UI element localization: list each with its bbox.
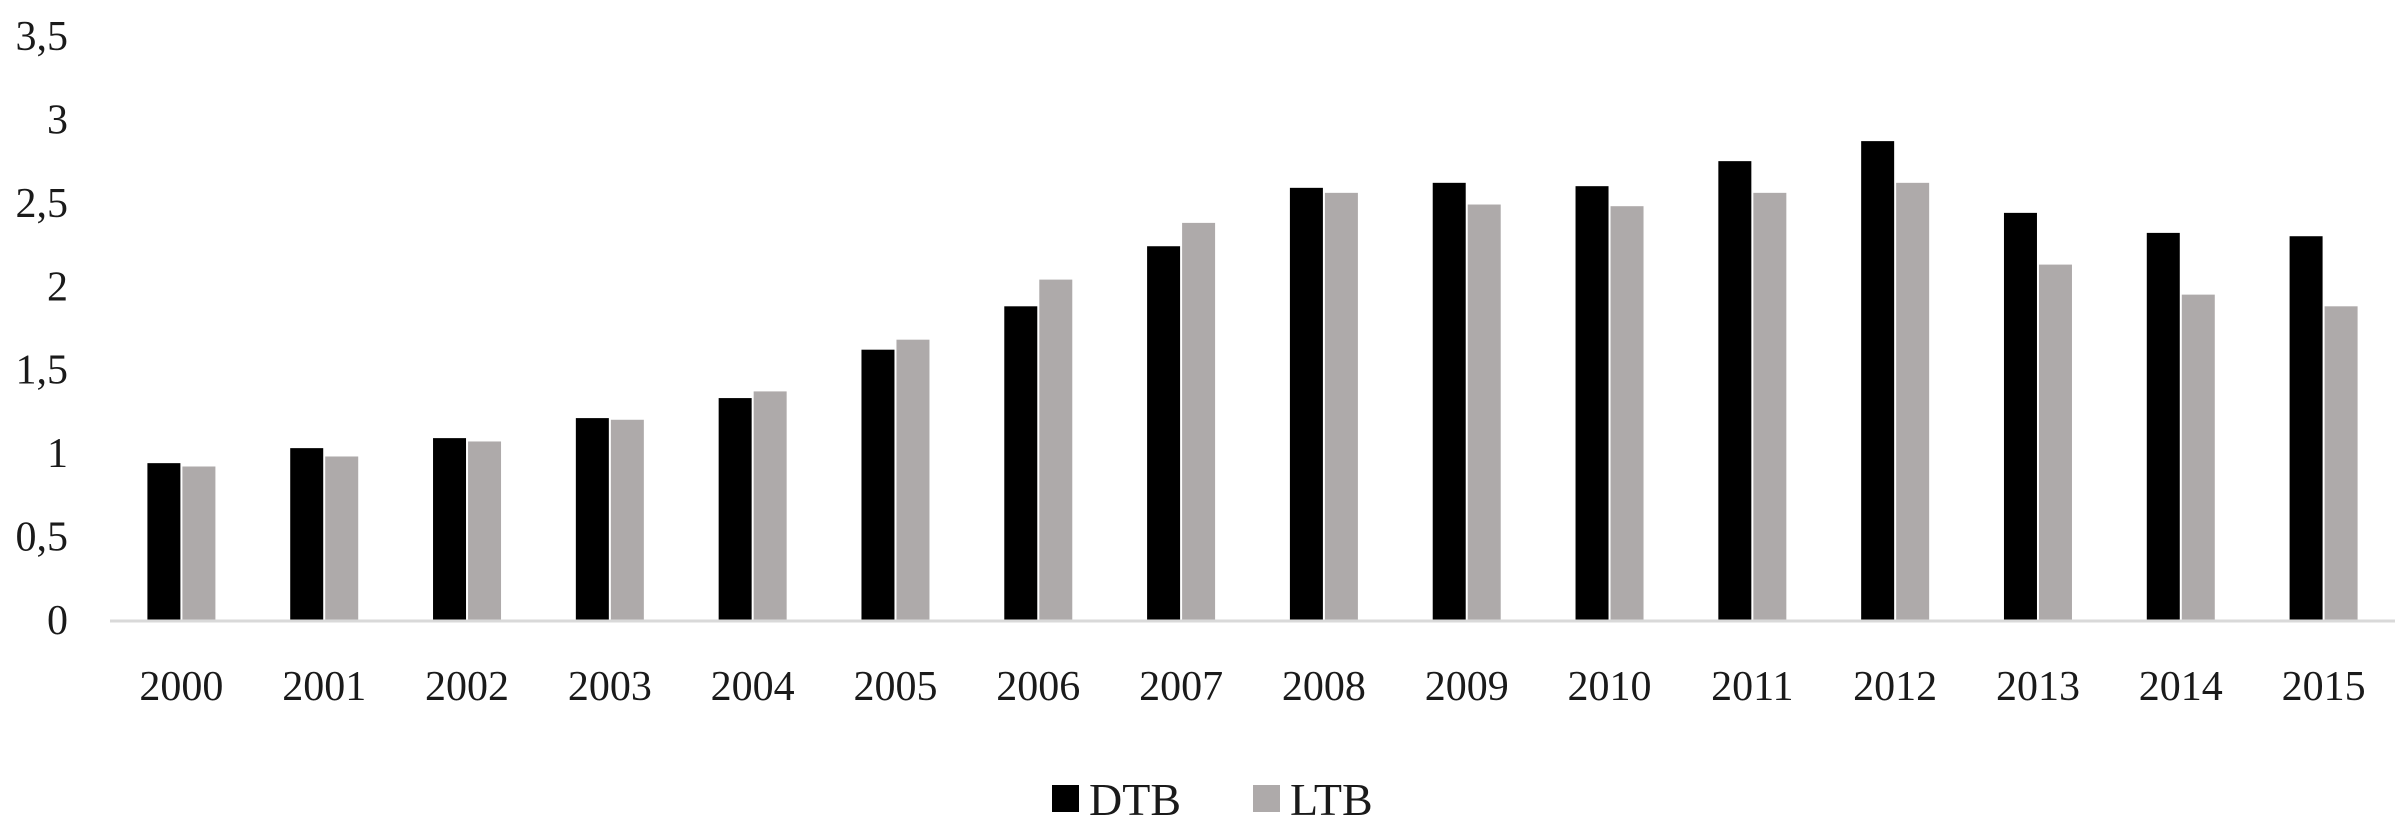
x-tick-label: 2010 [1568,664,1652,710]
bar-dtb-2011 [1718,161,1752,620]
bar-ltb-2013 [2038,264,2072,620]
bar-ltb-2003 [610,419,644,620]
legend-swatch-dtb [1052,785,1079,812]
bar-ltb-2008 [1324,192,1358,621]
bar-dtb-2010 [1575,186,1609,620]
bar-dtb-2006 [1004,306,1038,620]
bar-ltb-2005 [896,339,930,620]
bar-dtb-2005 [861,349,895,620]
bar-dtb-2007 [1147,246,1181,621]
y-tick-label: 1 [47,431,68,477]
x-tick-label: 2009 [1425,664,1509,710]
bar-ltb-2009 [1467,204,1501,621]
bar-dtb-2014 [2146,232,2180,621]
bar-ltb-2001 [325,456,359,620]
bar-ltb-2002 [468,441,502,620]
bar-ltb-2012 [1896,182,1930,620]
x-tick-label: 2011 [1711,664,1793,710]
bar-ltb-2015 [2324,306,2358,620]
legend-swatch-ltb [1253,785,1280,812]
bar-ltb-2014 [2181,294,2215,620]
bar-ltb-2007 [1182,222,1216,620]
y-tick-label: 2 [47,264,68,310]
x-tick-label: 2006 [996,664,1080,710]
y-tick-label: 1,5 [16,348,69,394]
x-tick-label: 2004 [711,664,795,710]
y-tick-label: 2,5 [16,181,69,227]
x-tick-label: 2008 [1282,664,1366,710]
bar-series-group [147,141,2358,621]
x-tick-label: 2000 [139,664,223,710]
x-tick-label: 2015 [2282,664,2366,710]
bar-ltb-2006 [1039,279,1073,620]
legend-label-ltb: LTB [1290,774,1373,825]
x-tick-label: 2005 [853,664,937,710]
x-tick-label: 2002 [425,664,509,710]
x-tick-label: 2003 [568,664,652,710]
y-tick-label: 3 [47,97,68,143]
x-axis-tick-labels: 2000 2001 2002 2003 2004 2005 2006 2007 2008 2009… [139,664,2365,710]
bar-dtb-2004 [718,398,752,620]
bar-ltb-2011 [1753,192,1787,621]
bar-ltb-2000 [182,466,216,620]
x-tick-label: 2014 [2139,664,2223,710]
x-tick-label: 2001 [282,664,366,710]
bar-dtb-2009 [1432,182,1466,620]
y-tick-label: 3,5 [16,14,69,60]
bar-dtb-2001 [290,448,324,620]
bar-ltb-2004 [753,391,787,620]
x-tick-label: 2013 [1996,664,2080,710]
x-tick-label: 2012 [1853,664,1937,710]
legend: DTB LTB [1052,774,1373,825]
bar-dtb-2002 [433,438,467,620]
y-tick-label: 0,5 [16,515,69,561]
bar-ltb-2010 [1610,206,1644,621]
bar-dtb-2012 [1861,141,1895,620]
legend-label-dtb: DTB [1089,774,1181,825]
bar-dtb-2008 [1289,187,1323,620]
bar-dtb-2000 [147,463,181,620]
y-tick-label: 0 [47,598,68,644]
bar-dtb-2003 [575,418,609,620]
bar-dtb-2015 [2289,236,2323,620]
bar-dtb-2013 [2003,212,2037,620]
y-axis-tick-labels: 0 0,5 1 1,5 2 2,5 3 3,5 [16,14,69,644]
x-tick-label: 2007 [1139,664,1223,710]
